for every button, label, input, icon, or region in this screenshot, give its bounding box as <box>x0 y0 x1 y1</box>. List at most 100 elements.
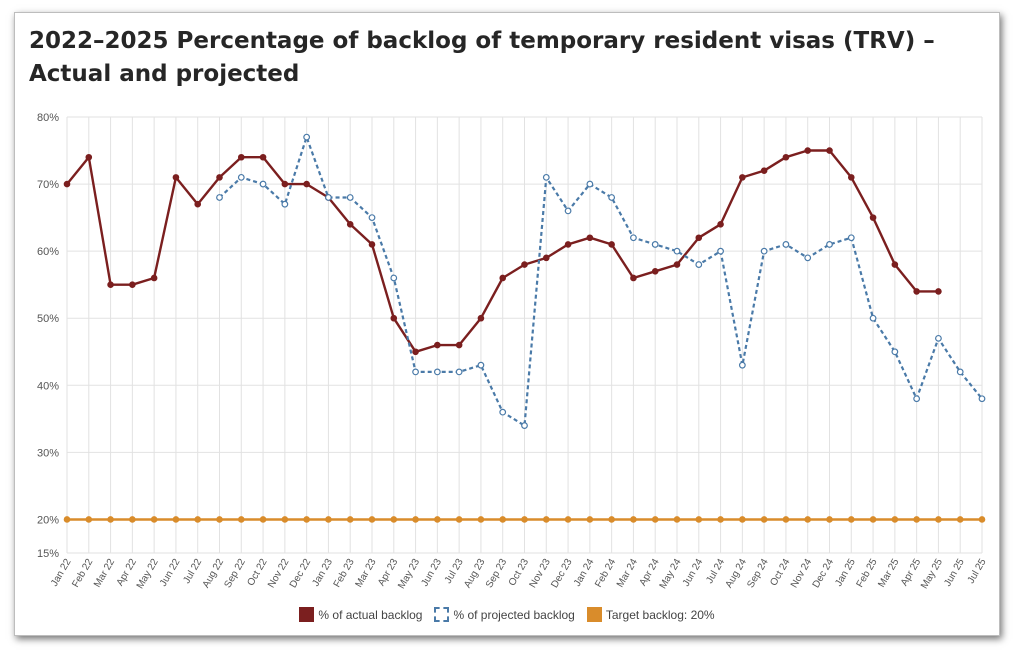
y-tick-label: 30% <box>37 447 59 459</box>
data-point-target <box>521 516 528 523</box>
data-point-target <box>717 516 724 523</box>
data-point-target <box>346 516 354 523</box>
data-point-projected <box>826 241 833 248</box>
data-point-actual <box>586 234 594 242</box>
data-point-target <box>695 516 703 523</box>
data-point-target <box>673 516 681 523</box>
data-point-target <box>782 516 790 523</box>
x-tick-label: Mar 24 <box>615 557 640 590</box>
x-tick-label: Jun 23 <box>419 557 444 589</box>
data-point-projected <box>630 234 637 242</box>
data-point-projected <box>673 247 681 255</box>
data-point-projected <box>564 207 572 215</box>
data-point-projected <box>325 194 332 201</box>
data-point-projected <box>368 214 376 222</box>
data-point-actual <box>194 200 202 208</box>
data-point-target <box>891 516 899 523</box>
data-point-actual <box>521 261 528 268</box>
data-point-actual <box>695 234 703 242</box>
data-point-projected <box>586 180 594 188</box>
data-point-actual <box>346 221 354 228</box>
data-point-target <box>325 516 332 523</box>
data-point-actual <box>150 274 158 282</box>
legend-swatch-target <box>586 607 602 622</box>
legend-item-target[interactable]: Target backlog: 20% <box>586 607 715 622</box>
data-point-target <box>194 516 202 523</box>
y-tick-label: 20% <box>37 514 59 526</box>
data-point-target <box>847 516 855 523</box>
data-point-projected <box>847 234 855 242</box>
data-point-projected <box>346 194 354 201</box>
legend-label-target: Target backlog: 20% <box>605 607 715 622</box>
legend-label-projected: % of projected backlog <box>453 607 575 622</box>
data-point-projected <box>869 314 877 322</box>
data-point-actual <box>826 147 833 154</box>
x-tick-label: May 23 <box>396 557 422 591</box>
data-point-target <box>129 516 136 523</box>
data-point-target <box>412 516 419 523</box>
data-point-projected <box>956 368 964 376</box>
data-point-target <box>368 516 376 523</box>
x-tick-label: Jul 25 <box>966 557 989 586</box>
data-point-actual <box>869 214 877 221</box>
data-point-projected <box>804 254 812 262</box>
data-point-projected <box>738 361 746 369</box>
data-point-projected <box>237 173 245 181</box>
data-point-target <box>586 516 594 523</box>
x-tick-label: Sep 23 <box>484 557 510 590</box>
series-line-projected <box>218 136 983 427</box>
x-tick-label: Jun 24 <box>681 557 706 589</box>
data-point-projected <box>695 261 703 268</box>
data-point-actual <box>455 341 463 349</box>
data-point-actual <box>717 221 724 228</box>
data-point-projected <box>303 133 311 141</box>
data-point-target <box>499 516 507 523</box>
chart-legend: % of actual backlog % of projected backl… <box>15 607 999 622</box>
data-point-actual <box>412 348 419 356</box>
data-point-actual <box>847 174 855 181</box>
legend-item-projected[interactable]: % of projected backlog <box>434 607 575 622</box>
y-tick-label: 15% <box>37 548 59 560</box>
data-point-target <box>172 516 180 523</box>
chart-card: 2022–2025 Percentage of backlog of tempo… <box>14 12 1000 636</box>
data-point-projected <box>651 241 659 248</box>
data-point-target <box>281 516 289 523</box>
data-point-actual <box>935 288 942 295</box>
data-point-actual <box>542 254 550 262</box>
data-point-projected <box>521 422 528 429</box>
y-tick-label: 50% <box>37 313 59 325</box>
data-point-projected <box>608 194 616 201</box>
data-point-actual <box>368 241 376 248</box>
x-tick-label: Sep 24 <box>745 557 771 590</box>
data-point-actual <box>673 261 681 268</box>
legend-item-actual[interactable]: % of actual backlog <box>299 607 422 622</box>
data-point-target <box>935 516 942 523</box>
data-point-actual <box>804 147 812 154</box>
data-point-target <box>739 516 746 523</box>
x-tick-label: May 25 <box>919 557 945 591</box>
data-point-target <box>608 516 615 523</box>
data-point-actual <box>477 314 485 322</box>
data-point-target <box>651 516 659 523</box>
data-point-target <box>542 516 550 523</box>
data-point-target <box>956 516 964 523</box>
x-tick-label: Sep 22 <box>223 557 249 590</box>
legend-label-actual: % of actual backlog <box>318 607 423 622</box>
y-tick-label: 40% <box>37 380 59 392</box>
data-point-target <box>85 516 93 523</box>
data-point-target <box>390 516 398 523</box>
data-point-actual <box>303 180 310 188</box>
data-point-projected <box>935 334 942 342</box>
data-point-target <box>804 516 812 523</box>
data-point-projected <box>412 368 419 376</box>
data-point-target <box>63 516 71 523</box>
data-point-projected <box>760 247 768 255</box>
x-tick-label: Dec 24 <box>811 557 837 590</box>
data-point-projected <box>499 408 507 416</box>
data-point-actual <box>172 174 180 181</box>
data-point-actual <box>216 174 223 181</box>
data-point-actual <box>608 241 615 248</box>
data-point-projected <box>782 241 790 248</box>
data-point-target <box>826 516 833 523</box>
data-point-actual <box>891 261 899 268</box>
